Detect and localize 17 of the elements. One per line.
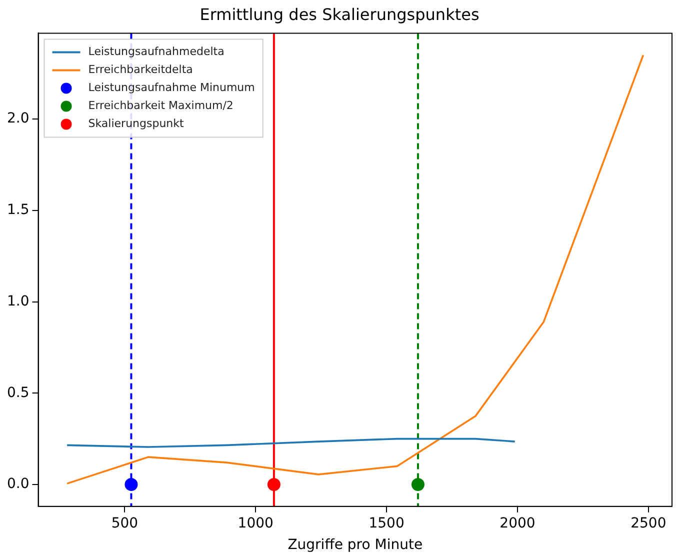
- x-tick-label: 2500: [630, 515, 666, 532]
- x-tick-label: 1000: [238, 515, 274, 532]
- legend-label: Erreichbarkeit Maximum/2: [88, 99, 234, 112]
- x-tick-label: 500: [111, 515, 138, 532]
- y-tick-label: 1.0: [7, 293, 30, 310]
- legend-label: Leistungsaufnahme Minumum: [88, 81, 255, 94]
- x-tick-label: 1500: [368, 515, 404, 532]
- chart-title: Ermittlung des Skalierungspunktes: [200, 4, 480, 24]
- x-tick-label: 2000: [500, 515, 536, 532]
- y-tick-label: 0.0: [7, 476, 30, 492]
- y-tick-label: 1.5: [7, 202, 30, 218]
- y-tick-label: 0.5: [7, 384, 30, 401]
- x-axis-title: Zugriffe pro Minute: [288, 537, 423, 554]
- y-tick-label: 2.0: [7, 110, 30, 127]
- legend-label: Leistungsaufnahmedelta: [88, 45, 224, 58]
- legend-label: Skalierungspunkt: [88, 117, 185, 130]
- legend-label: Erreichbarkeitdelta: [88, 63, 193, 76]
